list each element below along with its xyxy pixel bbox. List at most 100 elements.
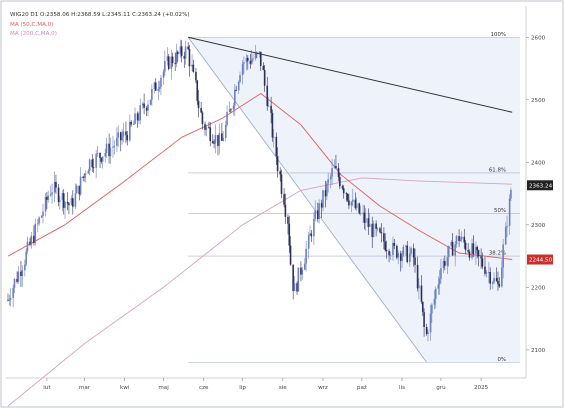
candle-body	[139, 105, 142, 121]
candle-body	[463, 236, 466, 243]
candle-body	[262, 65, 265, 70]
candle-body	[345, 193, 348, 195]
candle-body	[501, 267, 503, 287]
candle-body	[75, 185, 78, 194]
candle-body	[502, 244, 504, 268]
candle-body	[145, 107, 148, 111]
candle-body	[259, 51, 262, 66]
candle-body	[322, 190, 324, 208]
candle-body	[122, 131, 125, 137]
candle-body	[241, 63, 244, 76]
y-tick-label: 2400	[531, 160, 546, 166]
candle-body	[105, 143, 108, 154]
candle-body	[218, 133, 221, 146]
candle-body	[91, 159, 94, 168]
candle-body	[232, 105, 235, 110]
candle-body	[217, 135, 219, 146]
candle-body	[468, 251, 471, 258]
candle-body	[230, 109, 232, 111]
candle-body	[410, 248, 412, 254]
candle-body	[342, 188, 345, 194]
candle-body	[318, 203, 320, 220]
candle-body	[485, 272, 488, 274]
candle-body	[333, 166, 336, 169]
candle-body	[293, 283, 296, 292]
candle-body	[300, 267, 302, 275]
candle-body	[488, 272, 490, 273]
candle-body	[212, 141, 214, 143]
candle-body	[383, 233, 385, 242]
candle-body	[284, 204, 287, 217]
candle-body	[25, 251, 27, 265]
candle-body	[429, 313, 432, 333]
candle-body	[392, 242, 394, 255]
candle-body	[125, 131, 127, 136]
candle-body	[222, 137, 224, 141]
candle-body	[307, 235, 310, 249]
candle-body	[162, 71, 165, 78]
candle-body	[379, 228, 381, 233]
candle-body	[96, 153, 99, 154]
fib-level-label: 61.8%	[489, 167, 506, 173]
candle-body	[414, 257, 416, 265]
candle-body	[495, 277, 498, 281]
candle-body	[78, 185, 81, 195]
candle-body	[442, 261, 445, 269]
candle-body	[37, 223, 39, 225]
candle-body	[24, 264, 26, 271]
candle-body	[9, 298, 12, 300]
candle-body	[8, 299, 11, 301]
candle-body	[444, 261, 446, 266]
candle-body	[205, 127, 208, 130]
candle-body	[305, 248, 307, 264]
candle-body	[459, 239, 462, 242]
candle-body	[458, 236, 460, 242]
candle-body	[49, 194, 52, 196]
trendline	[188, 36, 513, 113]
candle-body	[42, 211, 44, 216]
candle-body	[166, 56, 169, 61]
candle-body	[57, 187, 60, 203]
candle-body	[55, 181, 57, 188]
candle-body	[316, 210, 319, 220]
candle-body	[348, 200, 350, 206]
candle-body	[138, 120, 140, 121]
candle-body	[252, 58, 254, 60]
x-tick-label: maj	[158, 385, 169, 391]
candle-body	[270, 105, 272, 113]
candle-body	[498, 284, 501, 287]
candle-body	[104, 153, 107, 157]
candle-body	[359, 213, 362, 214]
candle-body	[234, 89, 236, 106]
ma50-price-tag: 2244.50	[529, 258, 553, 264]
candle-body	[301, 269, 304, 275]
candle-body	[313, 219, 315, 237]
x-tick-label: cze	[199, 385, 209, 391]
candle-body	[33, 235, 35, 243]
candle-body	[480, 256, 482, 259]
candle-body	[310, 233, 313, 237]
candle-body	[20, 271, 22, 276]
candle-body	[46, 196, 48, 200]
candle-body	[335, 166, 337, 168]
candle-body	[341, 186, 344, 189]
candle-body	[288, 223, 291, 246]
candle-body	[66, 202, 69, 204]
candle-body	[402, 246, 405, 256]
candle-body	[100, 158, 103, 162]
candle-body	[147, 104, 149, 111]
y-axis: 2100 2200 2300 2400 2500 2600	[526, 35, 546, 354]
candle-body	[70, 198, 73, 206]
candle-body	[72, 198, 74, 207]
candle-body	[158, 86, 161, 89]
candle-body	[304, 263, 306, 270]
candle-body	[204, 124, 206, 130]
candle-body	[367, 218, 370, 227]
candle-body	[412, 248, 415, 258]
candle-body	[416, 264, 419, 289]
candle-body	[116, 137, 118, 146]
candle-body	[489, 272, 491, 284]
ma50-price-tag-bg	[527, 254, 553, 265]
candle-body	[228, 109, 231, 113]
candle-body	[180, 46, 183, 57]
